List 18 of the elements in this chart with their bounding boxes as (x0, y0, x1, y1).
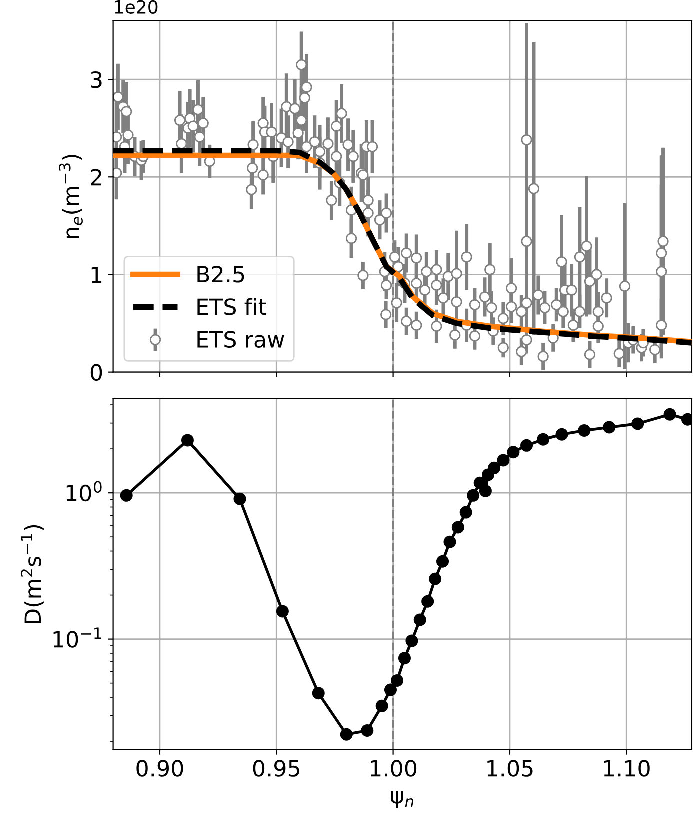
y-tick-label: 1 (92, 266, 102, 284)
text: 1e20 (115, 0, 158, 14)
x-tick-label: 0.90 (136, 760, 184, 777)
x-axis-title: ψ$_{n}$ (391, 791, 414, 808)
y-tick-label: 0 (90, 364, 102, 382)
y-axis-title: n$_{e}$(m$^{−3}$) (59, 155, 83, 238)
legend-label: B2.5 (198, 266, 244, 283)
y-tick-label: 3 (91, 71, 102, 88)
legend-label: ETS raw (198, 331, 284, 348)
x-tick-label: 1.00 (371, 760, 417, 777)
y-axis-title: D(m$^{2}$s$^{−1}$) (20, 525, 44, 624)
y-tick-label: 2 (91, 169, 102, 186)
y-tick-label: 10$^{0}$ (66, 481, 102, 502)
x-tick-label: 1.05 (488, 760, 533, 777)
x-tick-label: 0.95 (253, 760, 300, 777)
y-tick-label: 10$^{−1}$ (54, 628, 102, 648)
legend-label: ETS fit (198, 298, 266, 316)
x-tick-label: 1.10 (604, 760, 650, 777)
